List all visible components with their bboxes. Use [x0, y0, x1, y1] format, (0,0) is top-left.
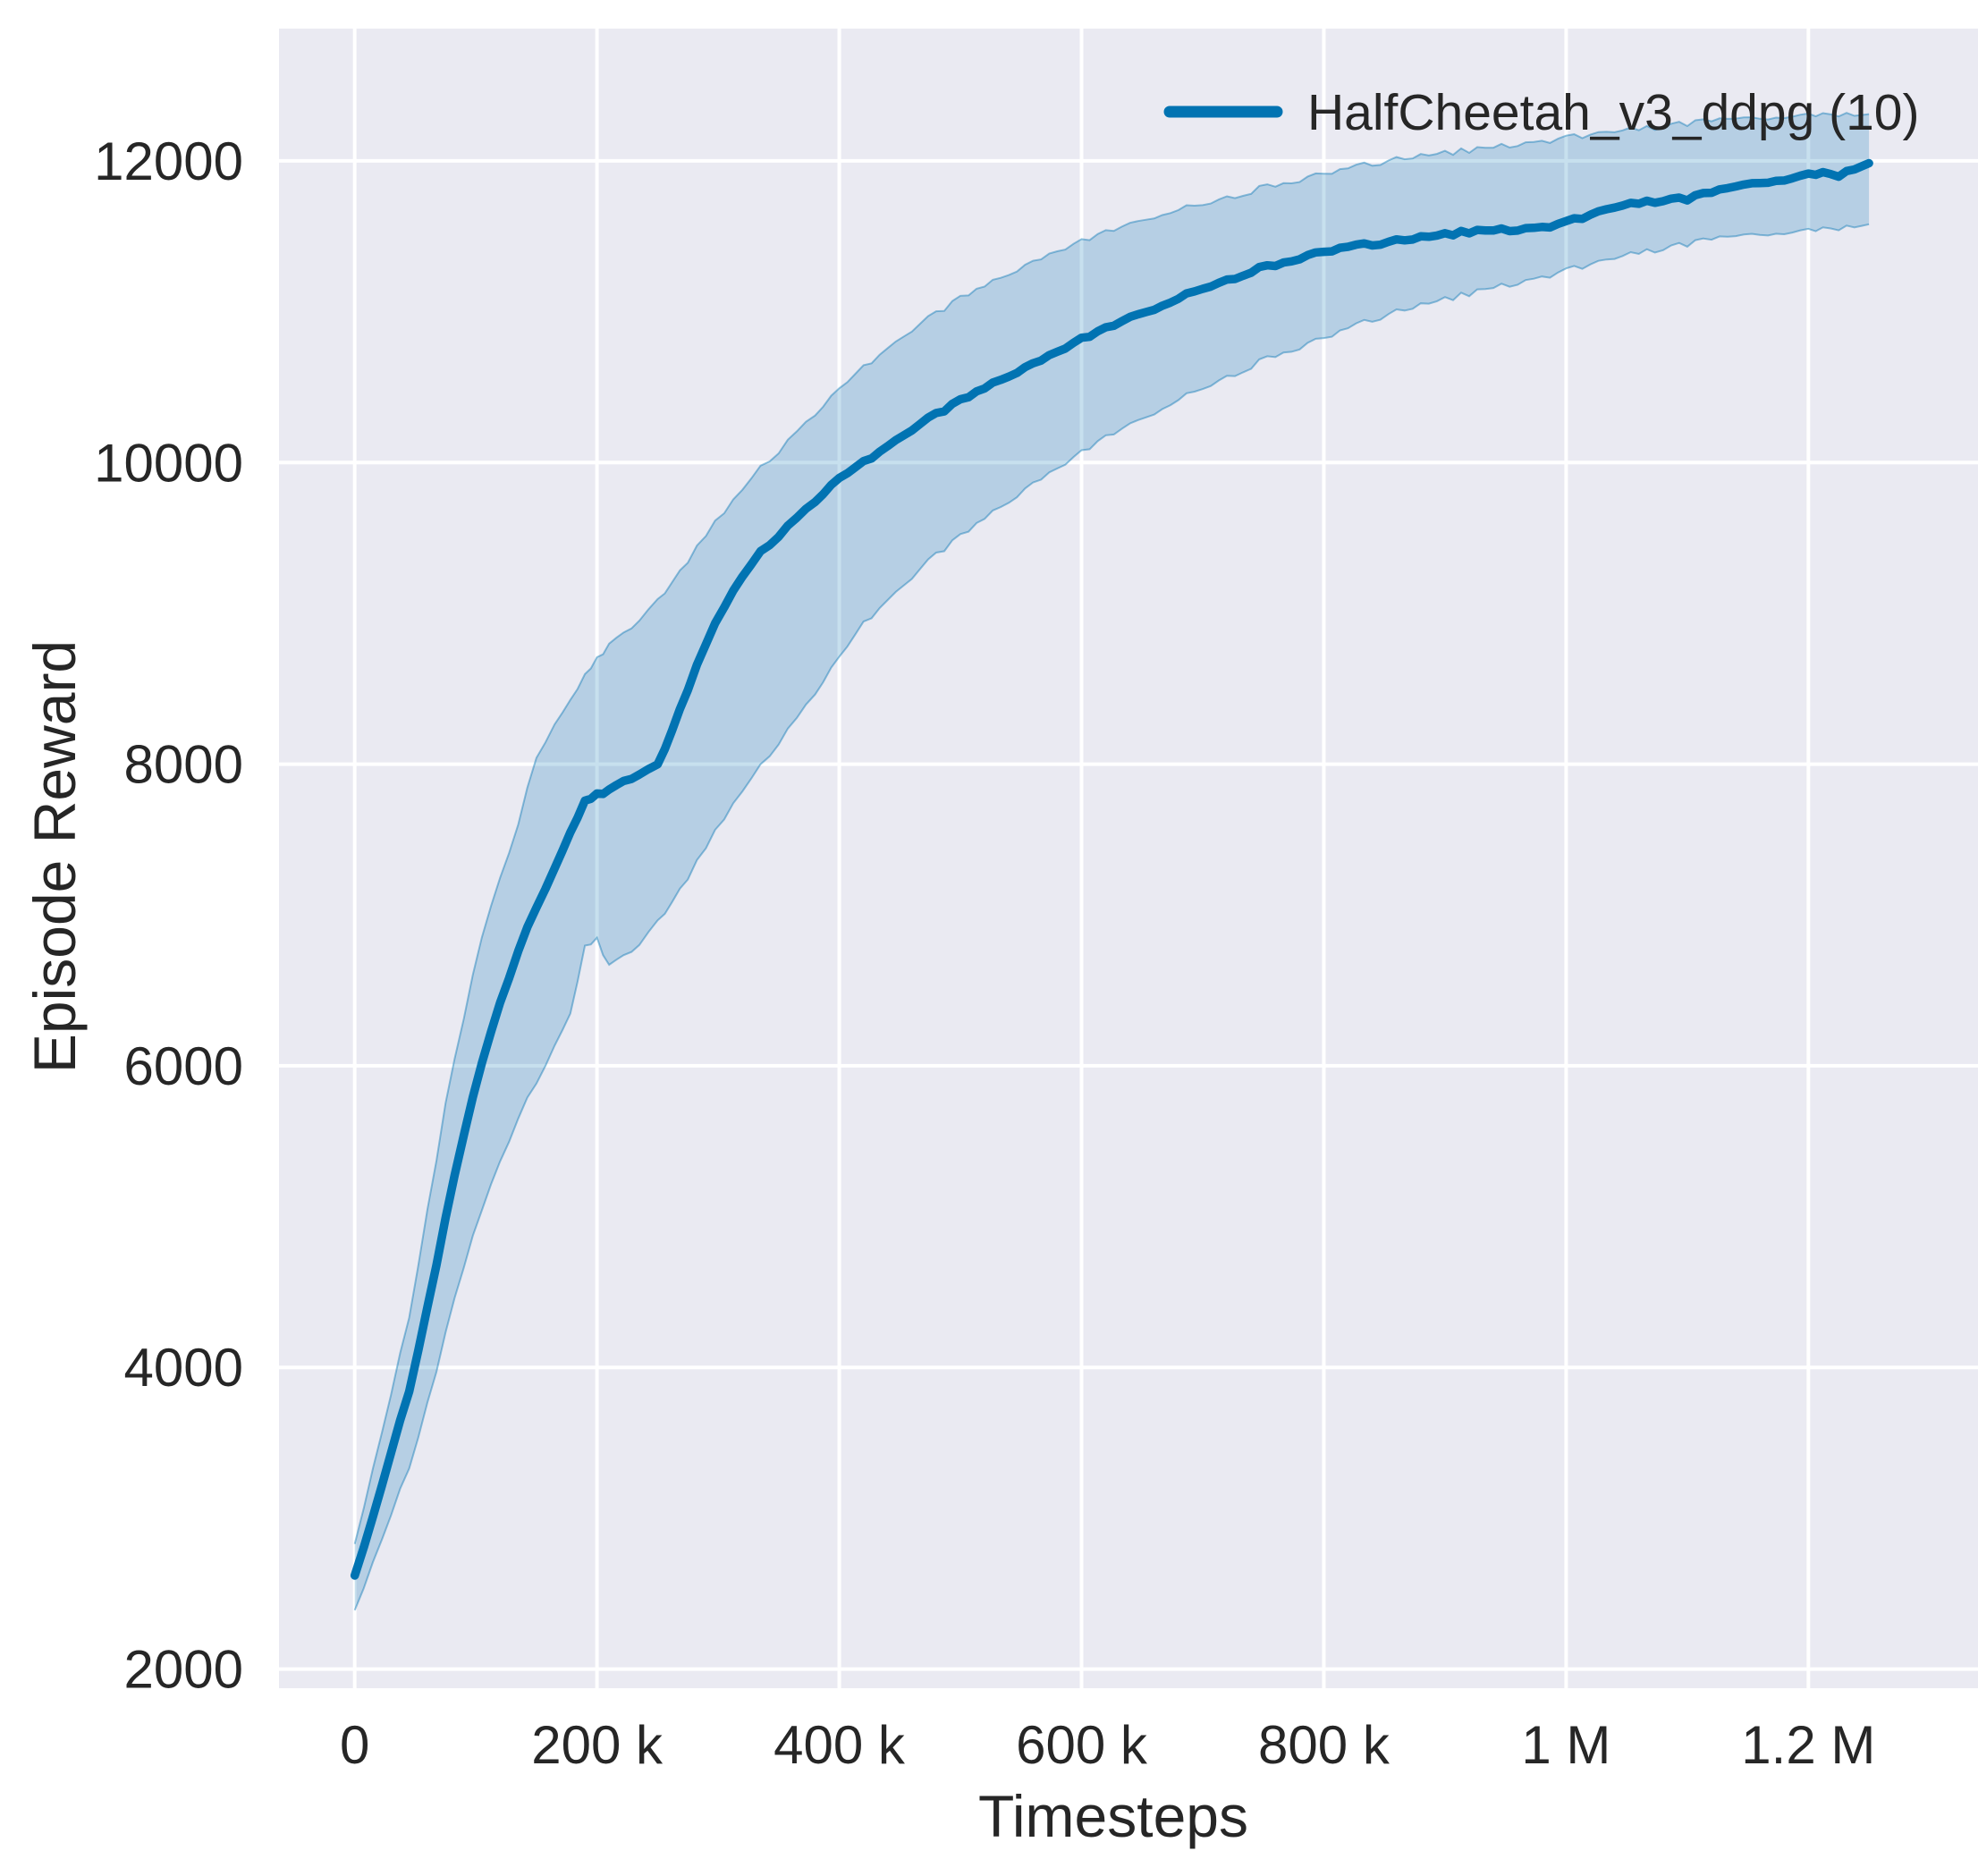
band-upper-edge — [353, 112, 1870, 1544]
plot-area: 0 200 k 400 k 600 k 800 k 1 M 1.2 M 2000 4000 600… — [94, 29, 1978, 1775]
confidence-band — [354, 113, 1870, 1610]
x-tick-label: 1 M — [1521, 1715, 1610, 1775]
x-tick-label: 400 k — [773, 1715, 906, 1775]
x-tick-label: 0 — [340, 1715, 369, 1775]
x-tick-label: 800 k — [1258, 1715, 1391, 1775]
legend: HalfCheetah_v3_ddpg (10) — [1163, 84, 1919, 141]
y-tick-label: 8000 — [124, 735, 243, 795]
legend-label: HalfCheetah_v3_ddpg (10) — [1307, 84, 1919, 141]
x-tick-label: 1.2 M — [1741, 1715, 1875, 1775]
x-tick-label: 200 k — [531, 1715, 664, 1775]
y-tick-label: 12000 — [94, 131, 243, 191]
mean-line — [350, 158, 1873, 1580]
y-tick-label: 10000 — [94, 433, 243, 493]
band-lower-edge — [353, 223, 1870, 1611]
x-tick-label: 600 k — [1016, 1715, 1148, 1775]
y-tick-label: 6000 — [124, 1036, 243, 1096]
x-axis-label: Timesteps — [978, 1783, 1248, 1849]
y-tick-label: 2000 — [124, 1640, 243, 1700]
y-axis-label: Episode Reward — [21, 640, 88, 1073]
y-tick-label: 4000 — [124, 1338, 243, 1398]
